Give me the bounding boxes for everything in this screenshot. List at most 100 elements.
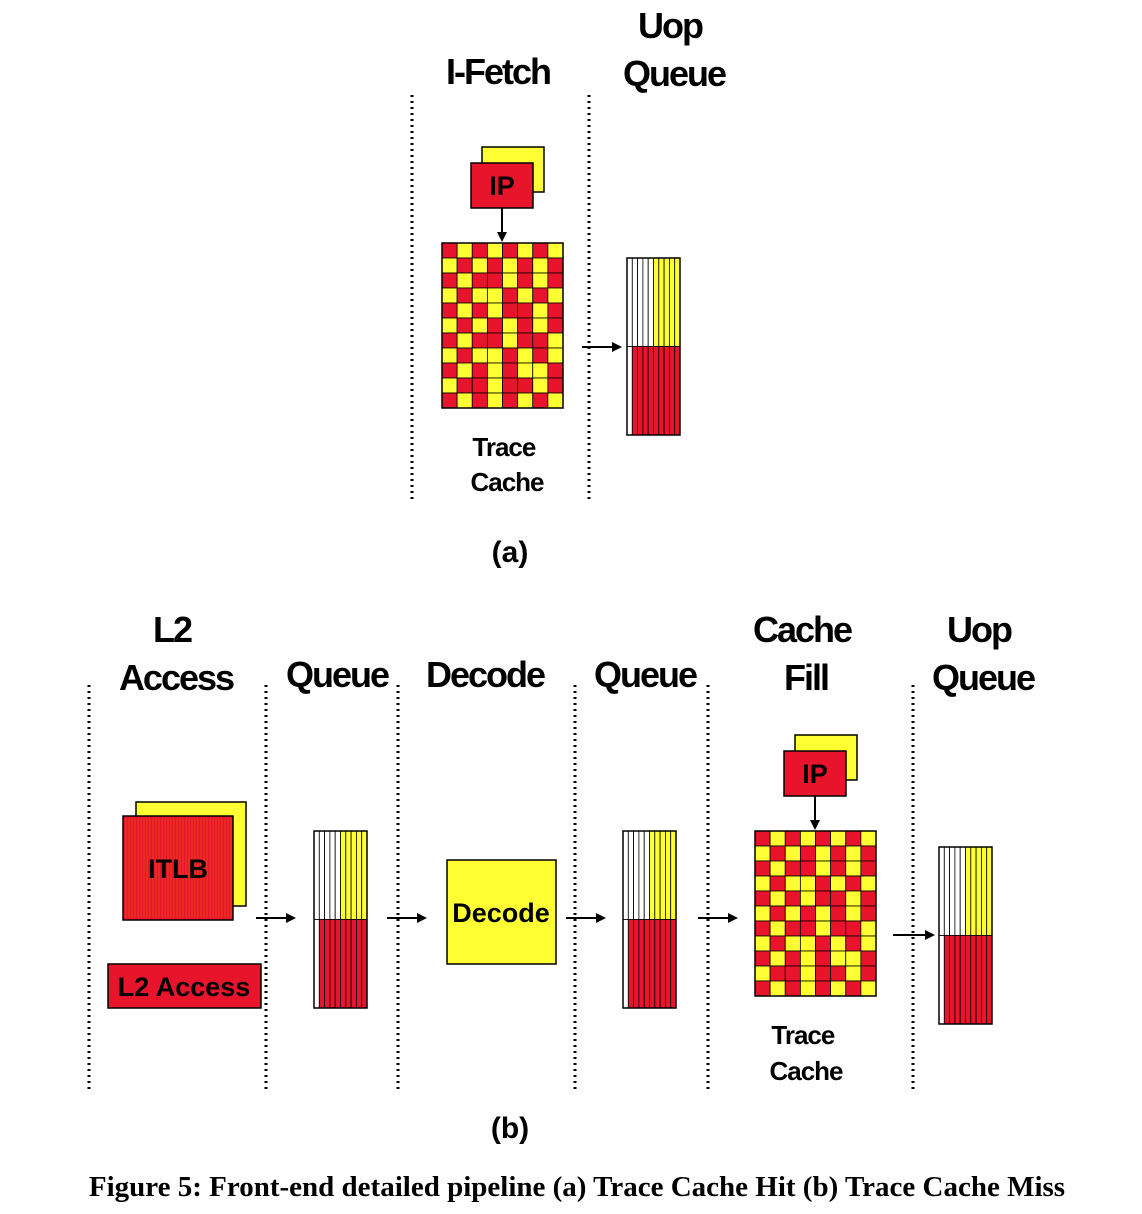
- trace-cache-cell: [830, 905, 847, 922]
- queue-slot-top: [637, 257, 644, 347]
- trace-cache-cell: [441, 347, 458, 364]
- itlb-texture: [125, 818, 232, 918]
- stage-header-cache-fill: Cache Fill: [753, 609, 859, 698]
- queue-slot-top: [638, 830, 645, 920]
- trace-cache-cell: [456, 362, 473, 379]
- queue-slot-top: [959, 846, 966, 936]
- queue-border: [622, 830, 677, 1009]
- trace-cache-cell: [845, 920, 862, 937]
- queue-slot-bottom: [663, 346, 670, 436]
- queue-slot-bottom: [313, 919, 320, 1009]
- trace-cache-cell: [547, 272, 564, 289]
- trace-cache-cell: [502, 392, 519, 409]
- trace-cache-cell: [784, 830, 801, 847]
- trace-cache-cell: [799, 920, 816, 937]
- queue-slot-top: [627, 830, 634, 920]
- queue-slot-top: [658, 257, 665, 347]
- trace-cache-cell: [517, 302, 534, 319]
- trace-cache-label: Trace Cache: [769, 1020, 843, 1086]
- queue-slot-top: [653, 257, 660, 347]
- queue-slot-bottom: [633, 919, 640, 1009]
- trace-cache-cell: [769, 890, 786, 907]
- queue-slot-bottom: [361, 919, 368, 1009]
- trace-cache-cell: [486, 317, 503, 334]
- trace-cache-cell: [754, 980, 771, 997]
- trace-cache-cell: [502, 242, 519, 259]
- trace-cache-cell: [547, 242, 564, 259]
- queue-slot-top: [350, 830, 357, 920]
- trace-cache-cell: [799, 905, 816, 922]
- trace-cache-cell: [517, 257, 534, 274]
- trace-cache-cell: [547, 347, 564, 364]
- trace-cache-cell: [441, 257, 458, 274]
- trace-cache-cell: [799, 935, 816, 952]
- trace-cache-cell: [456, 377, 473, 394]
- queue-slot-bottom: [975, 935, 982, 1025]
- trace-cache-cell: [441, 272, 458, 289]
- queue-slot-bottom: [949, 935, 956, 1025]
- trace-cache-cell: [517, 332, 534, 349]
- trace-cache-cell: [441, 242, 458, 259]
- queue-slot-top: [938, 846, 945, 936]
- trace-cache-cell: [532, 392, 549, 409]
- trace-cache-cell: [860, 935, 877, 952]
- cf-line2: Fill: [784, 657, 828, 698]
- queue-slot-bottom: [626, 346, 633, 436]
- trace-cache-cell: [845, 935, 862, 952]
- queue-slot-top: [654, 830, 661, 920]
- trace-cache-cell: [784, 845, 801, 862]
- trace-cache-cell: [471, 377, 488, 394]
- queue-slot-top: [986, 846, 993, 936]
- trace-cache-cell: [799, 875, 816, 892]
- queue-slot-bottom: [965, 935, 972, 1025]
- uop-queue-line1: Uop: [638, 5, 703, 46]
- queue-slot-top: [649, 830, 656, 920]
- trace-cache-cell: [815, 920, 832, 937]
- stage-header-uop-queue-b: Uop Queue: [932, 609, 1035, 698]
- trace-cache-cell: [799, 965, 816, 982]
- trace-cache-cell: [486, 242, 503, 259]
- queue-slot-bottom: [959, 935, 966, 1025]
- trace-cache-cell: [784, 965, 801, 982]
- trace-cache-cell: [754, 890, 771, 907]
- ip-front-card: [783, 750, 847, 797]
- trace-cache-cell: [456, 347, 473, 364]
- trace-cache-cell: [486, 392, 503, 409]
- trace-cache-cell: [517, 377, 534, 394]
- queue-slot-top: [643, 830, 650, 920]
- queue-slot-bottom: [340, 919, 347, 1009]
- stage-header-queue-2: Queue: [594, 654, 697, 695]
- trace-cache-cell: [830, 860, 847, 877]
- queue-border: [938, 846, 993, 1025]
- trace-cache-cell: [860, 845, 877, 862]
- trace-cache-cell: [532, 317, 549, 334]
- queue-slot-bottom: [665, 919, 672, 1009]
- queue-slot-top: [659, 830, 666, 920]
- queue-slot-bottom: [654, 919, 661, 1009]
- trace-cache-cell: [860, 890, 877, 907]
- trace-cache-cell: [754, 845, 771, 862]
- trace-cache-cell: [830, 950, 847, 967]
- queue-slot-bottom: [350, 919, 357, 1009]
- queue-slot-bottom: [653, 346, 660, 436]
- trace-cache-border: [754, 830, 877, 997]
- trace-cache-cell: [486, 377, 503, 394]
- queue-slot-top: [622, 830, 629, 920]
- trace-cache-cell: [456, 287, 473, 304]
- panel-a: I-Fetch Uop Queue IP Trace Cache (a): [410, 5, 728, 569]
- trace-cache-cell: [517, 242, 534, 259]
- trace-cache-cell: [769, 980, 786, 997]
- l2-access-box: [107, 963, 262, 1009]
- trace-cache-cell: [860, 875, 877, 892]
- trace-cache-cell: [845, 950, 862, 967]
- l2-line2: Access: [119, 657, 234, 698]
- trace-cache-cell: [769, 905, 786, 922]
- queue-slot-bottom: [669, 346, 676, 436]
- queue-slot-bottom: [622, 919, 629, 1009]
- queue-slot-bottom: [318, 919, 325, 1009]
- trace-cache-cell: [845, 965, 862, 982]
- trace-cache-cell: [754, 830, 771, 847]
- trace-cache-cell: [502, 272, 519, 289]
- trace-cache-cell: [830, 845, 847, 862]
